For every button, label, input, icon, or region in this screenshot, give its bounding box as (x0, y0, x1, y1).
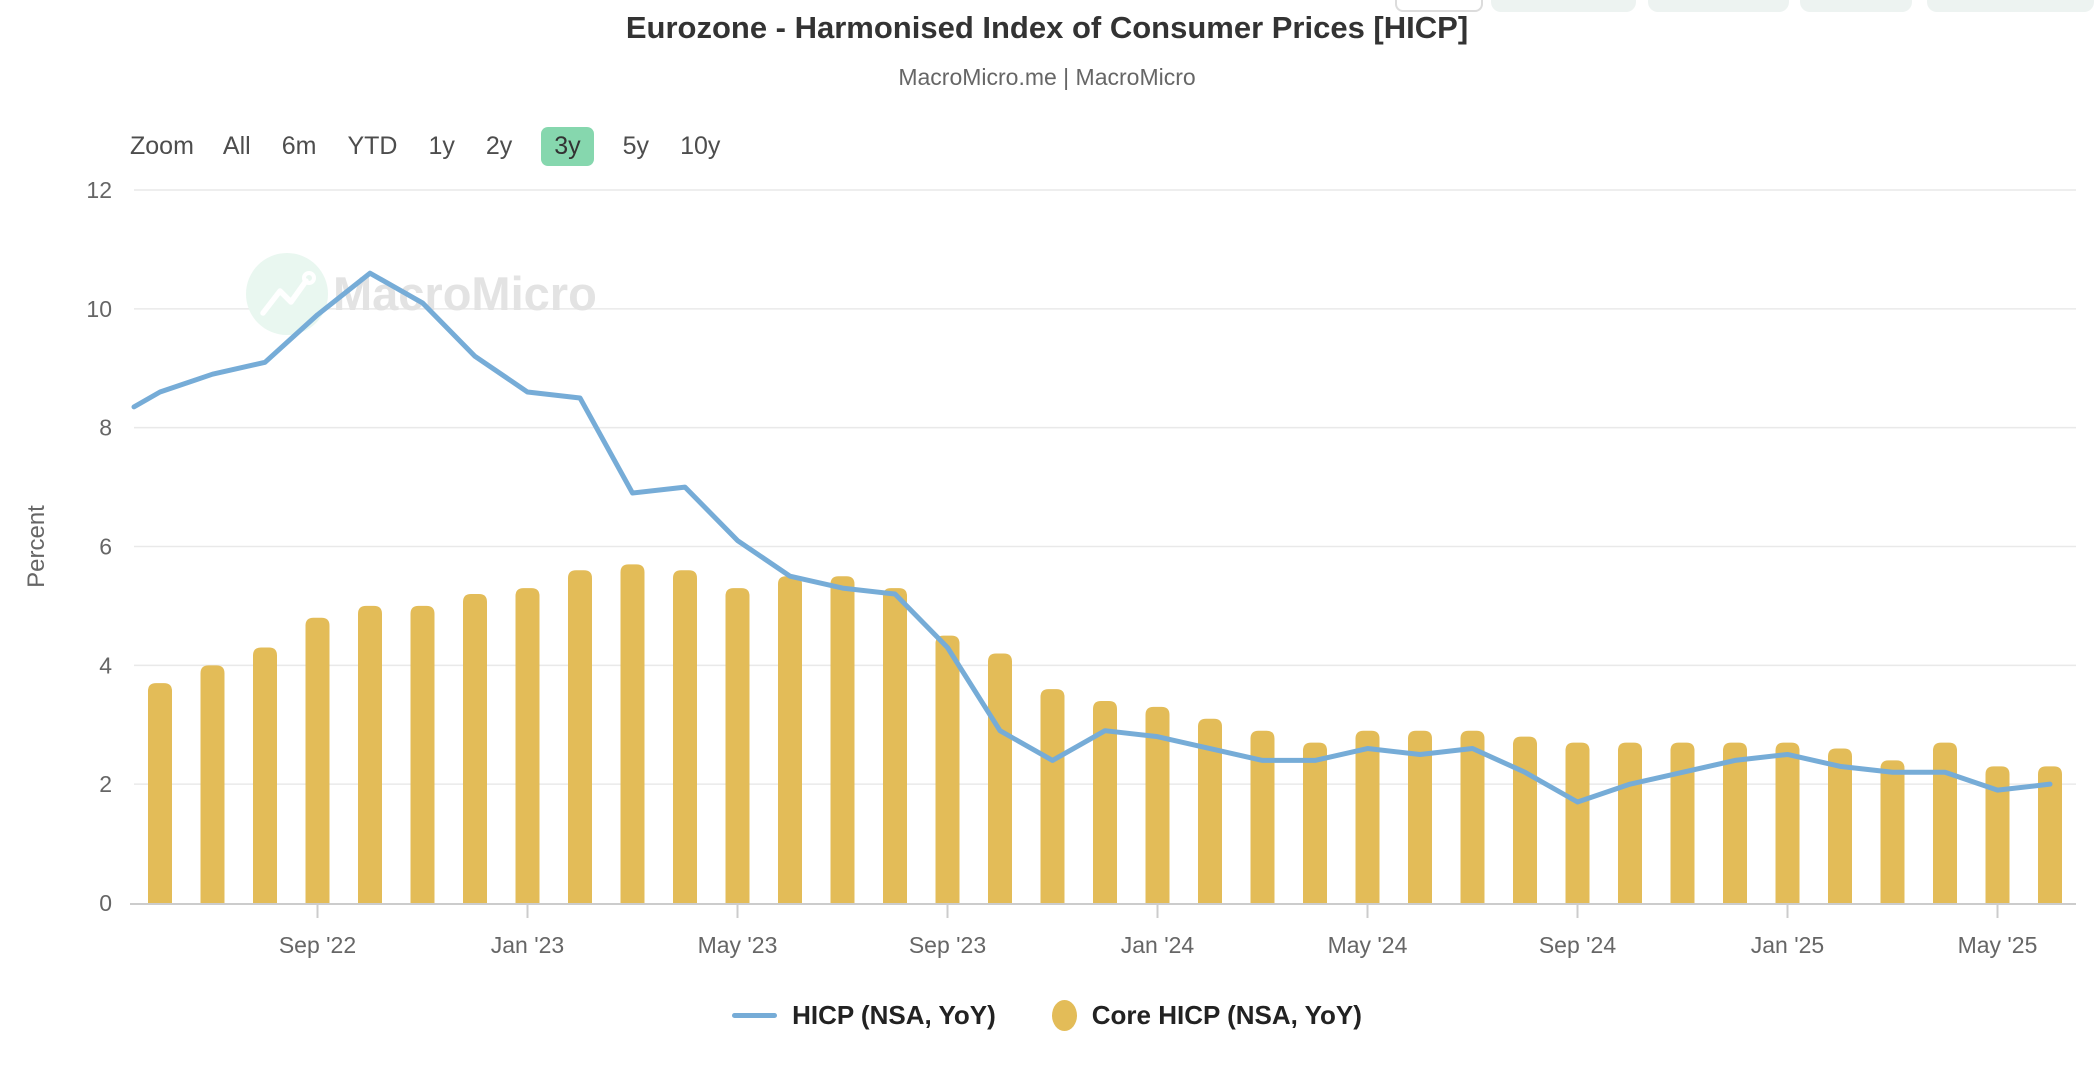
range-button-5y[interactable]: 5y (622, 132, 650, 160)
bar-core-hicp-Jun '24 (1408, 730, 1432, 903)
x-axis-label-Sep '22: Sep '22 (279, 932, 356, 958)
bar-core-hicp-Aug '24 (1513, 736, 1537, 903)
top-toolbar-button-4[interactable] (1927, 0, 2094, 12)
top-toolbar-button-1[interactable] (1491, 0, 1636, 12)
page-title: Eurozone - Harmonised Index of Consumer … (625, 10, 1469, 45)
range-button-all[interactable]: All (222, 132, 251, 160)
bar-core-hicp-Jun '25 (2038, 766, 2062, 903)
range-button-10y[interactable]: 10y (680, 132, 721, 160)
core-hicp-bars (148, 564, 2062, 903)
y-axis-label-2: 2 (99, 771, 112, 797)
bar-core-hicp-Nov '22 (410, 605, 435, 903)
x-axis-label-May '24: May '24 (1328, 932, 1408, 958)
bar-core-hicp-May '23 (725, 588, 750, 903)
watermark-dot-icon (302, 271, 316, 285)
zoom-toolbar: Zoom All 6m YTD 1y 2y 3y 5y 10y (130, 127, 722, 166)
watermark-trendline-icon (260, 278, 309, 316)
x-axis-label-Sep '24: Sep '24 (1539, 932, 1616, 958)
bar-core-hicp-Jul '23 (830, 576, 855, 903)
bar-core-hicp-Oct '22 (358, 605, 382, 903)
legend-label-core-hicp: Core HICP (NSA, YoY) (1091, 1000, 1362, 1030)
y-axis-label-8: 8 (99, 415, 112, 441)
bar-core-hicp-Jan '25 (1775, 742, 1800, 903)
bar-core-hicp-Nov '24 (1670, 742, 1695, 903)
bar-core-hicp-Mar '25 (1880, 760, 1905, 903)
range-button-6m[interactable]: 6m (281, 132, 317, 160)
bar-core-hicp-Feb '24 (1198, 718, 1222, 903)
range-button-list: All 6m YTD 1y 2y 3y 5y 10y (221, 127, 722, 166)
top-toolbar-button-3[interactable] (1800, 0, 1912, 12)
y-axis-label-10: 10 (86, 296, 112, 322)
bar-core-hicp-Sep '24 (1565, 742, 1590, 903)
bar-core-hicp-Dec '22 (463, 594, 487, 903)
bar-core-hicp-Apr '24 (1303, 742, 1327, 903)
zoom-label: Zoom (130, 132, 194, 160)
watermark-circle-icon (246, 253, 328, 335)
page-subtitle: MacroMicro.me | MacroMicro (898, 64, 1196, 90)
x-axis-label-Sep '23: Sep '23 (909, 932, 986, 958)
bar-core-hicp-May '24 (1355, 730, 1380, 903)
bar-core-hicp-Apr '23 (673, 570, 697, 903)
bar-core-hicp-Jun '23 (778, 576, 802, 903)
y-axis-label-4: 4 (99, 652, 112, 678)
bar-core-hicp-Aug '23 (883, 588, 907, 903)
bar-core-hicp-Mar '24 (1250, 730, 1275, 903)
y-axis-label-6: 6 (99, 534, 112, 560)
range-button-2y[interactable]: 2y (485, 132, 513, 160)
range-button-1y[interactable]: 1y (428, 132, 455, 160)
bar-core-hicp-Jun '22 (148, 683, 172, 903)
hicp-line (131, 270, 2053, 805)
bar-core-hicp-May '25 (1985, 766, 2010, 903)
chart-legend: HICP (NSA, YoY) Core HICP (NSA, YoY) (0, 1000, 2094, 1031)
legend-line-swatch (732, 1013, 778, 1018)
bar-core-hicp-Jul '22 (200, 665, 225, 903)
bar-core-hicp-Sep '22 (305, 617, 330, 903)
y-axis-label-12: 12 (86, 177, 112, 203)
bar-core-hicp-Nov '23 (1040, 689, 1065, 903)
bar-core-hicp-Aug '22 (253, 647, 277, 903)
bar-core-hicp-Dec '24 (1723, 742, 1747, 903)
y-axis-title: Percent (23, 505, 50, 588)
bar-core-hicp-Apr '25 (1933, 742, 1957, 903)
bar-core-hicp-Jan '23 (515, 588, 540, 903)
range-button-3y[interactable]: 3y (541, 127, 594, 166)
bar-core-hicp-Oct '24 (1618, 742, 1642, 903)
x-axis-label-May '25: May '25 (1958, 932, 2038, 958)
x-axis-label-Jan '23: Jan '23 (491, 932, 564, 958)
bar-core-hicp-Sep '23 (935, 635, 960, 903)
legend-label-hicp: HICP (NSA, YoY) (792, 1000, 996, 1030)
bar-core-hicp-Feb '25 (1828, 748, 1852, 903)
x-axis-label-Jan '25: Jan '25 (1751, 932, 1824, 958)
watermark-logo: MacroMicro (246, 253, 597, 335)
legend-item-core-hicp[interactable]: Core HICP (NSA, YoY) (1051, 1000, 1362, 1031)
bar-core-hicp-Jul '24 (1460, 730, 1485, 903)
bar-core-hicp-Feb '23 (568, 570, 592, 903)
top-toolbar-button-2[interactable] (1648, 0, 1789, 12)
bar-core-hicp-Oct '23 (988, 653, 1012, 903)
x-axis-label-Jan '24: Jan '24 (1121, 932, 1195, 958)
legend-item-hicp[interactable]: HICP (NSA, YoY) (732, 1000, 996, 1031)
legend-circle-swatch (1051, 1000, 1077, 1031)
range-button-ytd[interactable]: YTD (347, 132, 398, 160)
x-axis-label-May '23: May '23 (698, 932, 778, 958)
y-axis-label-0: 0 (99, 890, 112, 916)
top-toolbar-button-partial[interactable] (1395, 0, 1483, 12)
bar-core-hicp-Mar '23 (620, 564, 645, 903)
bar-core-hicp-Dec '23 (1093, 700, 1117, 903)
bar-core-hicp-Jan '24 (1145, 706, 1170, 903)
